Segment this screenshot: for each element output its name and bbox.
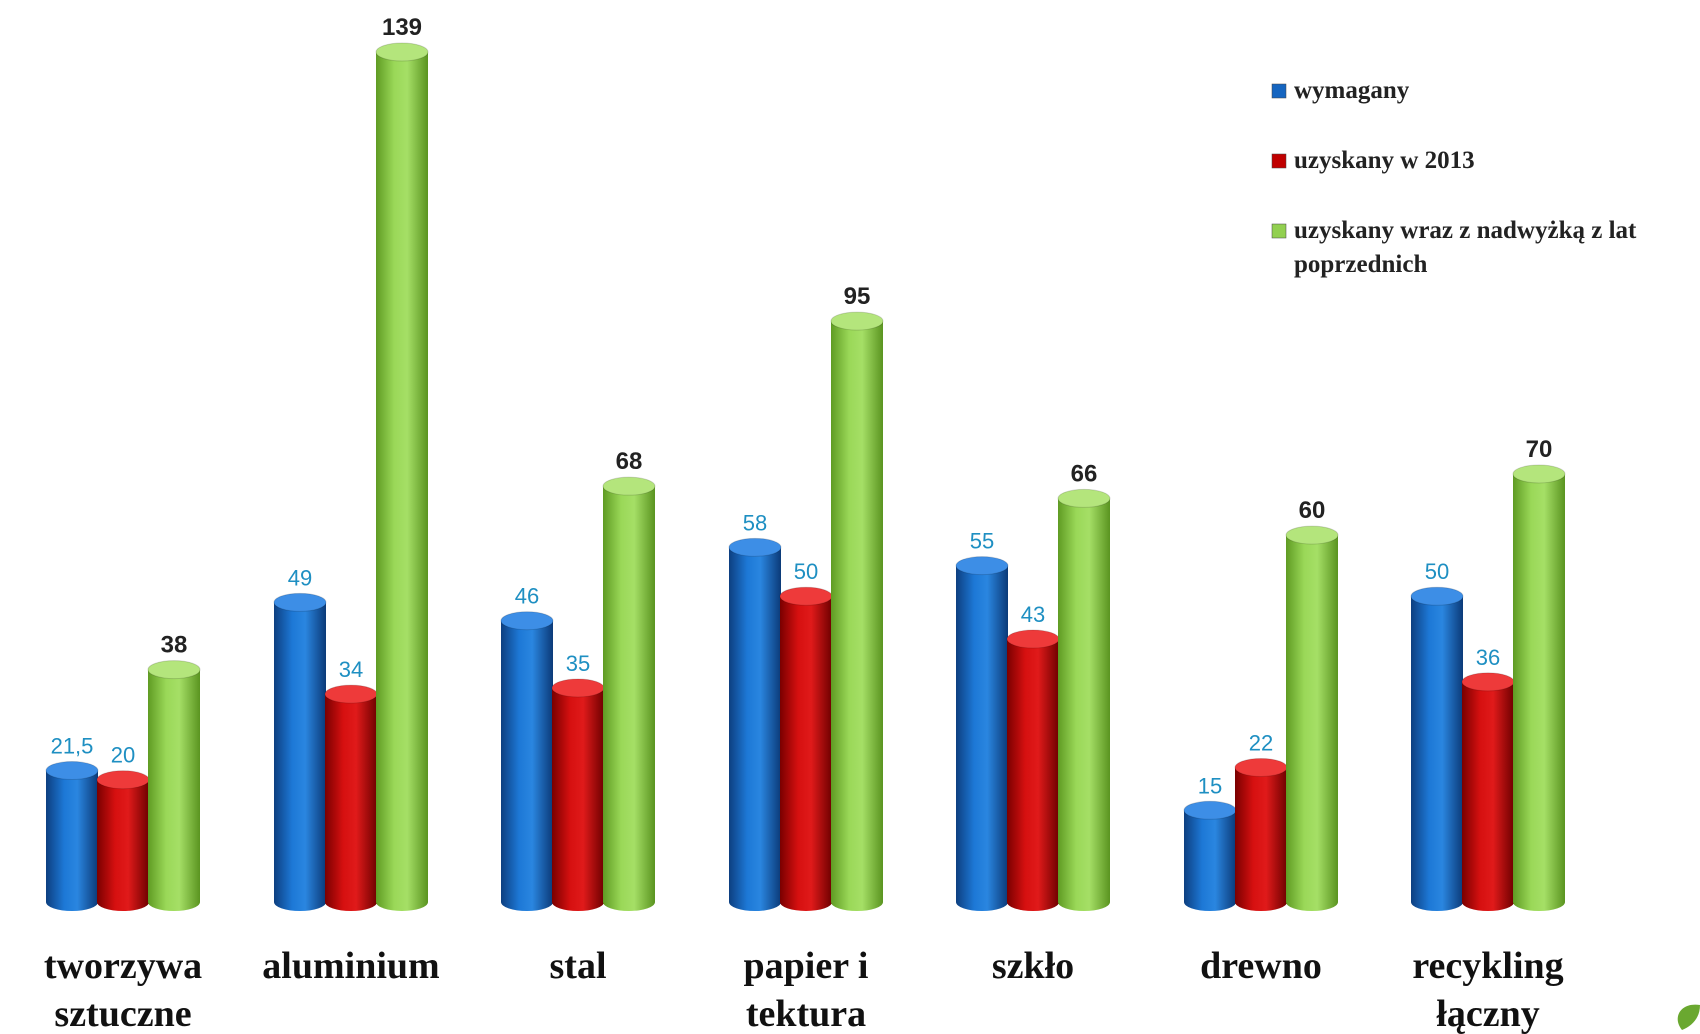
legend-label: wymagany (1294, 77, 1410, 104)
legend-swatch (1271, 223, 1287, 239)
category-label: tektura (746, 993, 866, 1034)
value-label: 95 (844, 283, 871, 310)
bars (45, 42, 1566, 911)
value-label: 43 (1021, 602, 1045, 627)
bar-0-5 (1183, 800, 1237, 911)
bar-0-1 (273, 592, 327, 911)
bar-0-4 (955, 556, 1009, 911)
category-label: papier i (744, 945, 869, 987)
bar-1-4 (1006, 629, 1060, 911)
value-label: 35 (566, 651, 590, 676)
legend-swatch (1271, 83, 1287, 99)
value-label: 15 (1198, 773, 1222, 798)
value-label: 20 (111, 743, 135, 768)
category-label: stal (550, 945, 607, 987)
value-label: 50 (794, 559, 818, 584)
bar-2-6 (1512, 464, 1566, 911)
bar-0-6 (1410, 586, 1464, 911)
value-label: 36 (1476, 645, 1500, 670)
category-labels: tworzywa sztuczne aluminium stal papier i tek… (44, 945, 1564, 1034)
value-labels: 21,5 49 46 58 55 15 50 20 34 35 50 43 22 36 38 139 68 95 6… (51, 14, 1553, 798)
legend-item-2: uzyskany wraz z nadwyżką z lat poprzednic… (1271, 217, 1637, 278)
bar-2-5 (1285, 525, 1339, 911)
value-label: 50 (1425, 559, 1449, 584)
category-label: szkło (992, 945, 1074, 987)
bar-1-6 (1461, 672, 1515, 911)
legend-item-0: wymagany (1271, 77, 1410, 104)
category-label: recykling (1412, 945, 1563, 987)
bar-1-2 (551, 678, 605, 911)
bar-1-0 (96, 770, 150, 911)
value-label: 22 (1249, 730, 1273, 755)
legend: wymagany uzyskany w 2013 uzyskany wraz z n… (1271, 77, 1637, 278)
value-label: 58 (743, 510, 767, 535)
category-label: sztuczne (54, 993, 191, 1034)
legend-label: uzyskany w 2013 (1294, 147, 1475, 174)
bar-0-0 (45, 761, 99, 911)
value-label: 60 (1299, 497, 1326, 524)
value-label: 38 (161, 632, 188, 659)
bar-1-1 (324, 684, 378, 911)
bar-1-5 (1234, 757, 1288, 911)
value-label: 70 (1526, 436, 1553, 463)
legend-label: poprzednich (1294, 251, 1427, 278)
value-label: 139 (382, 14, 422, 41)
bar-0-2 (500, 611, 554, 911)
decorative-leaf-icon (1677, 1004, 1700, 1030)
legend-label: uzyskany wraz z nadwyżką z lat (1294, 217, 1637, 244)
bar-2-4 (1057, 488, 1111, 911)
bar-2-0 (147, 660, 201, 911)
legend-swatch (1271, 153, 1287, 169)
bar-2-3 (830, 311, 884, 911)
value-label: 46 (515, 584, 539, 609)
value-label: 21,5 (51, 734, 94, 759)
value-label: 49 (288, 565, 312, 590)
category-label: aluminium (262, 945, 439, 987)
bar-2-1 (375, 42, 429, 911)
category-label: łączny (1436, 993, 1539, 1034)
value-label: 34 (339, 657, 363, 682)
bar-0-3 (728, 537, 782, 911)
bar-2-2 (602, 476, 656, 911)
value-label: 66 (1071, 460, 1098, 487)
value-label: 68 (616, 448, 643, 475)
value-label: 55 (970, 529, 994, 554)
category-label: tworzywa (44, 945, 202, 987)
legend-item-1: uzyskany w 2013 (1271, 147, 1475, 174)
bar-1-3 (779, 586, 833, 911)
category-label: drewno (1200, 945, 1322, 987)
